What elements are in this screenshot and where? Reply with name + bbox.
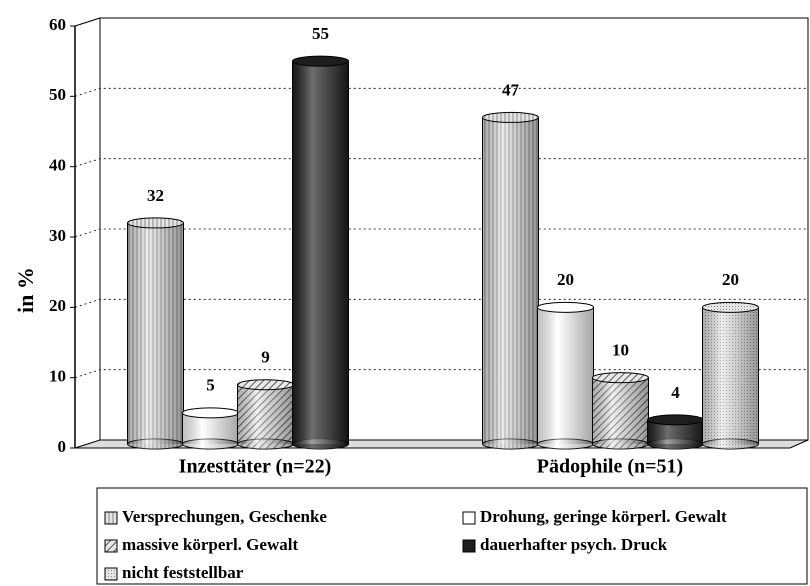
cylinder-top [127, 217, 184, 229]
bar [592, 372, 649, 450]
cylinder-shade [537, 307, 594, 444]
cylinder-shade [482, 117, 539, 444]
cylinder-top [482, 111, 539, 123]
legend [96, 487, 808, 585]
bar [647, 414, 704, 450]
legend-label: dauerhafter psych. Druck [480, 535, 668, 554]
cylinder-shade-bottom [647, 439, 704, 449]
legend-label: massive körperl. Gewalt [122, 535, 298, 554]
cylinder-shade-bottom [482, 439, 539, 449]
cylinder-shade-bottom [702, 439, 759, 449]
cylinder-shade-bottom [292, 439, 349, 449]
cylinder-shade [127, 222, 184, 444]
cylinder-shade-bottom [127, 439, 184, 449]
cylinder-shade-bottom [537, 439, 594, 449]
frame [74, 17, 809, 449]
data-label: 47 [502, 80, 520, 99]
data-label: 9 [261, 348, 270, 367]
grid-line [74, 298, 808, 308]
data-label: 55 [312, 24, 329, 43]
cylinder-shade-bottom [182, 439, 239, 449]
data-label: 4 [671, 383, 680, 402]
y-tick-label: 0 [58, 437, 67, 456]
y-tick-label: 20 [49, 296, 66, 315]
legend-label: Versprechungen, Geschenke [122, 507, 327, 526]
bar [292, 55, 349, 450]
cylinder-top [702, 301, 759, 313]
legend-swatch [462, 511, 476, 525]
cylinder-shade [237, 384, 294, 444]
data-label: 20 [557, 270, 574, 289]
cylinder-shade-bottom [237, 439, 294, 449]
bar [537, 301, 594, 450]
grid-line [74, 228, 808, 238]
cylinder-shade [592, 377, 649, 444]
cylinder-top [647, 414, 704, 426]
data-label: 10 [612, 341, 629, 360]
bar [127, 217, 184, 450]
bar [237, 379, 294, 450]
y-tick-label: 60 [49, 15, 66, 34]
bar [702, 301, 759, 450]
cylinder-top [592, 372, 649, 384]
bar [482, 111, 539, 450]
cylinder-top [237, 379, 294, 391]
legend-swatch [104, 511, 118, 525]
y-tick-label: 40 [49, 156, 66, 175]
bar [182, 407, 239, 450]
cylinder-shade [702, 307, 759, 444]
data-label: 5 [206, 376, 215, 395]
legend-label: nicht feststellbar [122, 563, 244, 582]
legend-swatch [462, 539, 476, 553]
grid-line [74, 17, 808, 27]
y-axis-label: in % [13, 267, 38, 313]
legend-label: Drohung, geringe körperl. Gewalt [480, 507, 727, 526]
x-tick-label: Pädophile (n=51) [537, 456, 683, 478]
y-tick-label: 50 [49, 85, 66, 104]
data-label: 20 [722, 270, 739, 289]
y-tick-label: 10 [49, 367, 66, 386]
cylinder-shade-bottom [592, 439, 649, 449]
cylinder-top [537, 301, 594, 313]
x-tick-label: Inzesttäter (n=22) [179, 456, 332, 478]
legend-swatch [104, 567, 118, 581]
cylinder-shade [292, 61, 349, 445]
legend-swatch [104, 539, 118, 553]
grid-line [74, 87, 808, 97]
grid-line [74, 158, 808, 168]
cylinder-top [182, 407, 239, 419]
data-label: 32 [147, 186, 164, 205]
grid-line [74, 369, 808, 379]
cylinder-top [292, 55, 349, 67]
y-tick-label: 30 [49, 226, 66, 245]
